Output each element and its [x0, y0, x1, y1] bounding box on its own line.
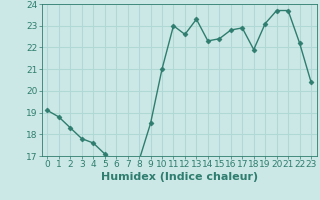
X-axis label: Humidex (Indice chaleur): Humidex (Indice chaleur) — [100, 172, 258, 182]
